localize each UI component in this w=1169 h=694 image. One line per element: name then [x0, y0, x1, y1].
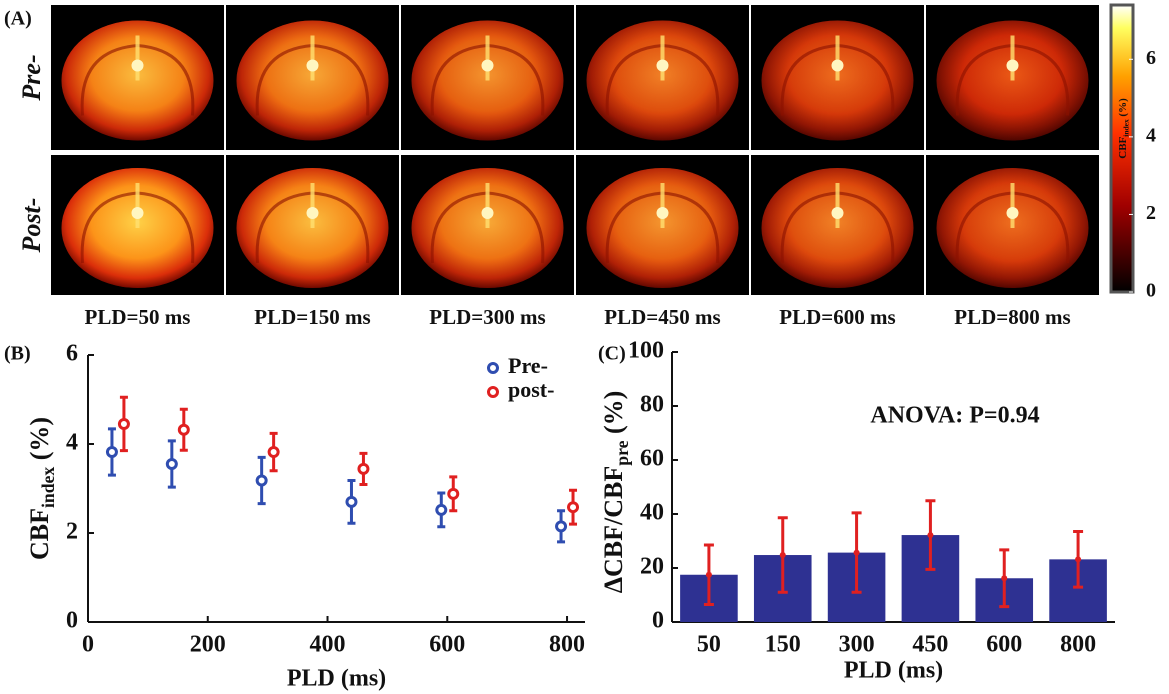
y-tick-label: 6: [66, 341, 78, 367]
error-center: [927, 532, 934, 539]
data-point: [435, 503, 448, 516]
label-part: (%): [599, 391, 628, 441]
x-tick-label: 150: [765, 632, 801, 658]
axis-label: CBFindex (%): [25, 417, 58, 560]
x-tick-label: 800: [1060, 632, 1096, 658]
x-axis-label: PLD (ms): [844, 658, 943, 684]
column-label: PLD=600 ms: [779, 305, 895, 329]
column-label: PLD=50 ms: [85, 305, 191, 329]
data-point: [177, 423, 190, 436]
y-tick-label: 0: [66, 608, 78, 634]
legend-marker: [487, 386, 499, 398]
data-point: [345, 495, 358, 508]
x-tick-label: 200: [190, 632, 226, 658]
axis-label: CBFindex (%): [1117, 98, 1130, 159]
brain-spot: [131, 207, 144, 219]
label-part: CBF: [25, 508, 54, 560]
legend-marker: [487, 362, 499, 374]
brain-midline: [1010, 183, 1015, 228]
y-tick-label: 40: [640, 500, 664, 526]
brain-spot: [306, 207, 319, 219]
brain-spot: [481, 207, 494, 219]
error-center: [853, 549, 860, 556]
brain-midline: [310, 35, 315, 81]
column-label: PLD=150 ms: [254, 305, 370, 329]
data-point: [555, 520, 568, 533]
brain-midline: [660, 183, 665, 228]
y-tick-label: 60: [640, 446, 664, 472]
legend-label: Pre-: [508, 353, 548, 378]
data-point: [105, 446, 118, 459]
x-tick-label: 600: [986, 632, 1022, 658]
colorbar: [1109, 3, 1135, 294]
x-tick-label: 50: [697, 632, 721, 658]
row-label: Post-: [17, 198, 46, 254]
colorbar-tick-label: 4: [1146, 124, 1156, 146]
x-tick-label: 0: [82, 632, 94, 658]
label-part: index: [38, 467, 58, 508]
label-part: ΔCBF/CBF: [599, 466, 628, 594]
brain-spot: [831, 59, 844, 72]
brain-spot: [481, 59, 494, 72]
brain-midline: [660, 35, 665, 81]
y-tick-label: 80: [640, 392, 664, 418]
y-tick-label: 100: [628, 338, 664, 364]
label-part: (%): [1117, 98, 1129, 119]
column-label: PLD=300 ms: [429, 305, 545, 329]
x-tick-label: 600: [429, 632, 465, 658]
error-center: [705, 571, 712, 578]
data-point: [357, 462, 370, 475]
annotation: ANOVA: P=0.94: [870, 403, 1039, 429]
brain-midline: [310, 183, 315, 228]
brain-midline: [835, 183, 840, 228]
y-tick-label: 0: [652, 608, 664, 634]
column-label: PLD=800 ms: [954, 305, 1070, 329]
colorbar-tick-label: 0: [1146, 280, 1156, 302]
x-tick-label: 300: [839, 632, 875, 658]
panel-label: (B): [4, 343, 31, 365]
panel-label: (A): [4, 8, 32, 30]
label-part: (%): [25, 417, 54, 467]
brain-spot: [656, 59, 669, 72]
brain-midline: [835, 35, 840, 81]
y-tick-label: 2: [66, 519, 78, 545]
data-point: [255, 474, 268, 487]
x-tick-label: 400: [310, 632, 346, 658]
colorbar-tick-label: 6: [1146, 47, 1156, 69]
brain-spot: [1006, 207, 1019, 219]
brain-midline: [485, 35, 490, 81]
y-tick-label: 20: [640, 554, 664, 580]
brain-spot: [1006, 59, 1019, 72]
data-point: [165, 458, 178, 471]
y-tick-label: 4: [66, 430, 78, 456]
brain-midline: [485, 183, 490, 228]
panel-label: (C): [598, 343, 626, 365]
brain-spot: [306, 59, 319, 72]
axis-label: ΔCBF/CBFpre (%): [599, 391, 632, 594]
brain-spot: [831, 207, 844, 219]
brain-midline: [1010, 35, 1015, 81]
data-point: [117, 417, 130, 430]
brain-spot: [656, 207, 669, 219]
data-point: [567, 501, 580, 514]
error-center: [1001, 575, 1008, 582]
column-label: PLD=450 ms: [604, 305, 720, 329]
label-part: CBF: [1117, 136, 1129, 158]
row-label: Pre-: [17, 54, 46, 101]
data-point: [447, 487, 460, 500]
error-center: [779, 552, 786, 559]
legend-label: post-: [508, 377, 554, 402]
data-point: [267, 446, 280, 459]
x-tick-label: 450: [912, 632, 948, 658]
x-tick-label: 800: [549, 632, 585, 658]
brain-midline: [135, 183, 140, 228]
colorbar-tick-label: 2: [1146, 202, 1156, 224]
x-axis-label: PLD (ms): [287, 666, 386, 692]
label-part: pre: [612, 440, 632, 465]
error-center: [1075, 556, 1082, 563]
label-part: index: [1121, 119, 1130, 137]
brain-midline: [135, 35, 140, 81]
brain-spot: [131, 59, 144, 72]
